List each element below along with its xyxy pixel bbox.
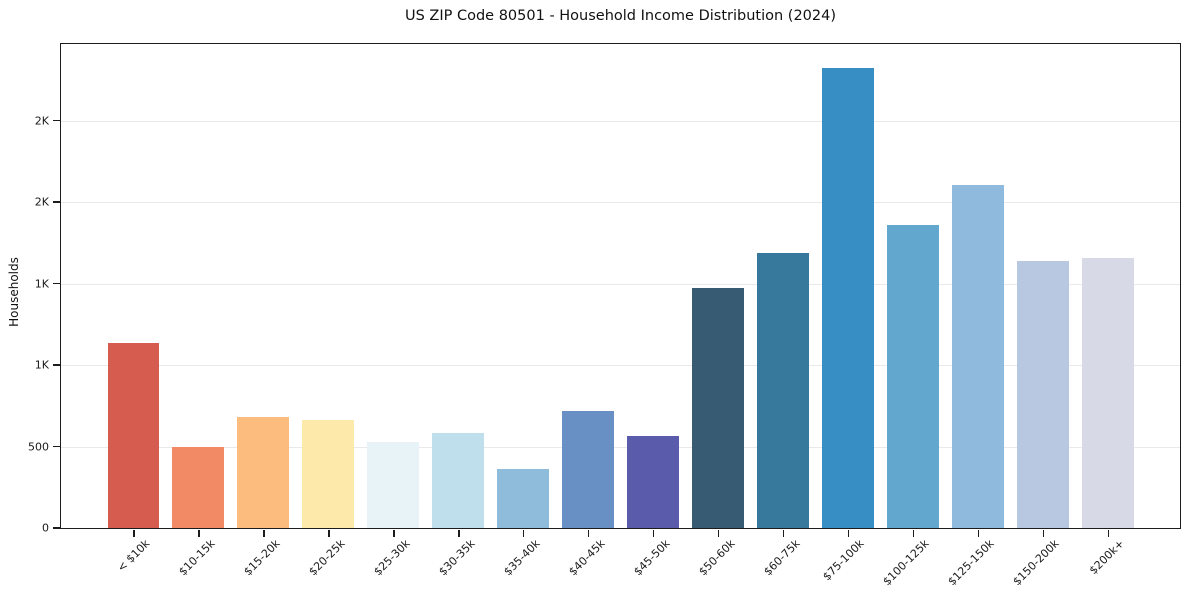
bar-slot: $20-25k: [296, 44, 361, 578]
bar: [497, 468, 550, 528]
bar: [1016, 260, 1069, 528]
y-tick-mark: [53, 119, 60, 122]
x-tick-mark: [393, 529, 395, 537]
x-tick-mark: [912, 529, 915, 537]
bar: [691, 287, 744, 528]
x-tick-mark: [717, 529, 720, 537]
x-tick-mark: [523, 529, 525, 537]
bar: [1081, 258, 1134, 528]
x-tick-label: $10-15k: [176, 537, 218, 579]
bar-slot: $200k+: [1075, 44, 1140, 577]
y-tick-label: 0: [42, 521, 49, 535]
bar-slot: $35-40k: [491, 44, 556, 578]
x-tick-mark: [263, 529, 265, 537]
x-tick-label: $45-50k: [630, 537, 673, 579]
bar: [237, 417, 290, 528]
bar: [172, 446, 225, 528]
x-tick-label: $40-45k: [565, 537, 608, 579]
bar: [627, 435, 679, 528]
y-tick-label: 2K: [34, 195, 49, 209]
x-tick-label: < $10k: [115, 537, 153, 575]
x-tick-mark: [1107, 529, 1109, 537]
bar: [562, 411, 614, 528]
bar: [821, 68, 874, 528]
x-tick-mark: [588, 529, 590, 537]
bar: [107, 343, 160, 528]
x-tick-label: $25-30k: [371, 537, 413, 579]
x-tick-mark: [782, 529, 785, 537]
x-tick-label: $30-35k: [436, 537, 478, 579]
bar-slot: $45-50k: [621, 44, 686, 578]
x-tick-label: $150-200k: [1010, 537, 1062, 589]
bar-slot: < $10k: [101, 44, 166, 575]
y-tick-label: 2K: [34, 114, 49, 128]
gridline: [61, 446, 1180, 448]
x-tick-label: $125-150k: [945, 537, 997, 589]
y-tick-mark: [53, 282, 60, 285]
x-tick-mark: [977, 529, 980, 537]
y-tick-mark: [53, 364, 60, 366]
y-axis-label: Households: [7, 257, 21, 327]
bar-slot: $30-35k: [426, 44, 491, 578]
bar: [886, 224, 939, 528]
x-tick-label: $35-40k: [501, 537, 543, 579]
x-tick-mark: [652, 529, 655, 537]
bar: [367, 441, 420, 528]
x-tick-label: $60-75k: [760, 537, 803, 579]
x-tick-mark: [133, 529, 135, 537]
bar-slot: $25-30k: [361, 44, 426, 578]
bar-slot: $50-60k: [685, 44, 750, 578]
x-tick-label: $75-100k: [820, 537, 867, 584]
bar: [756, 252, 809, 528]
y-tick-label: 1K: [34, 358, 49, 372]
x-tick-mark: [847, 529, 850, 537]
plot-area: < $10k $10-15k $15-20k $20-25k $25-30k $30-35…: [28, 43, 1181, 588]
y-tick-mark: [53, 445, 60, 448]
y-tick-label: 1K: [34, 277, 49, 291]
gridline: [61, 365, 1180, 367]
bar-slot: $10-15k: [166, 44, 231, 578]
x-tick-mark: [458, 529, 460, 537]
y-tick-mark: [53, 201, 60, 203]
bar: [302, 419, 355, 528]
bar-slot: $75-100k: [815, 44, 880, 583]
bar-slot: $60-75k: [750, 44, 815, 578]
x-tick-label: $15-20k: [241, 537, 283, 579]
y-tick-label: 500: [28, 440, 49, 454]
bar-slot: $150-200k: [1010, 44, 1075, 588]
x-tick-label: $50-60k: [695, 537, 738, 579]
bar: [432, 433, 485, 528]
x-tick-mark: [1042, 529, 1044, 537]
bar: [951, 184, 1004, 528]
bar-slot: $40-45k: [556, 44, 621, 578]
x-tick-mark: [198, 529, 200, 537]
bar-slot: $15-20k: [231, 44, 296, 578]
gridline: [61, 283, 1180, 285]
x-tick-label: $20-25k: [306, 537, 348, 579]
x-tick-label: $200k+: [1086, 537, 1127, 578]
bar-slot: $100-125k: [880, 44, 945, 588]
bar-slot: $125-150k: [945, 44, 1010, 588]
gridline: [61, 120, 1180, 122]
x-tick-label: $100-125k: [880, 537, 932, 589]
x-tick-mark: [328, 529, 330, 537]
bars-layer: < $10k $10-15k $15-20k $20-25k $25-30k $30-35…: [61, 44, 1180, 588]
chart-title: US ZIP Code 80501 - Household Income Dis…: [404, 8, 837, 24]
gridline: [61, 202, 1180, 204]
y-tick-mark: [53, 527, 60, 529]
